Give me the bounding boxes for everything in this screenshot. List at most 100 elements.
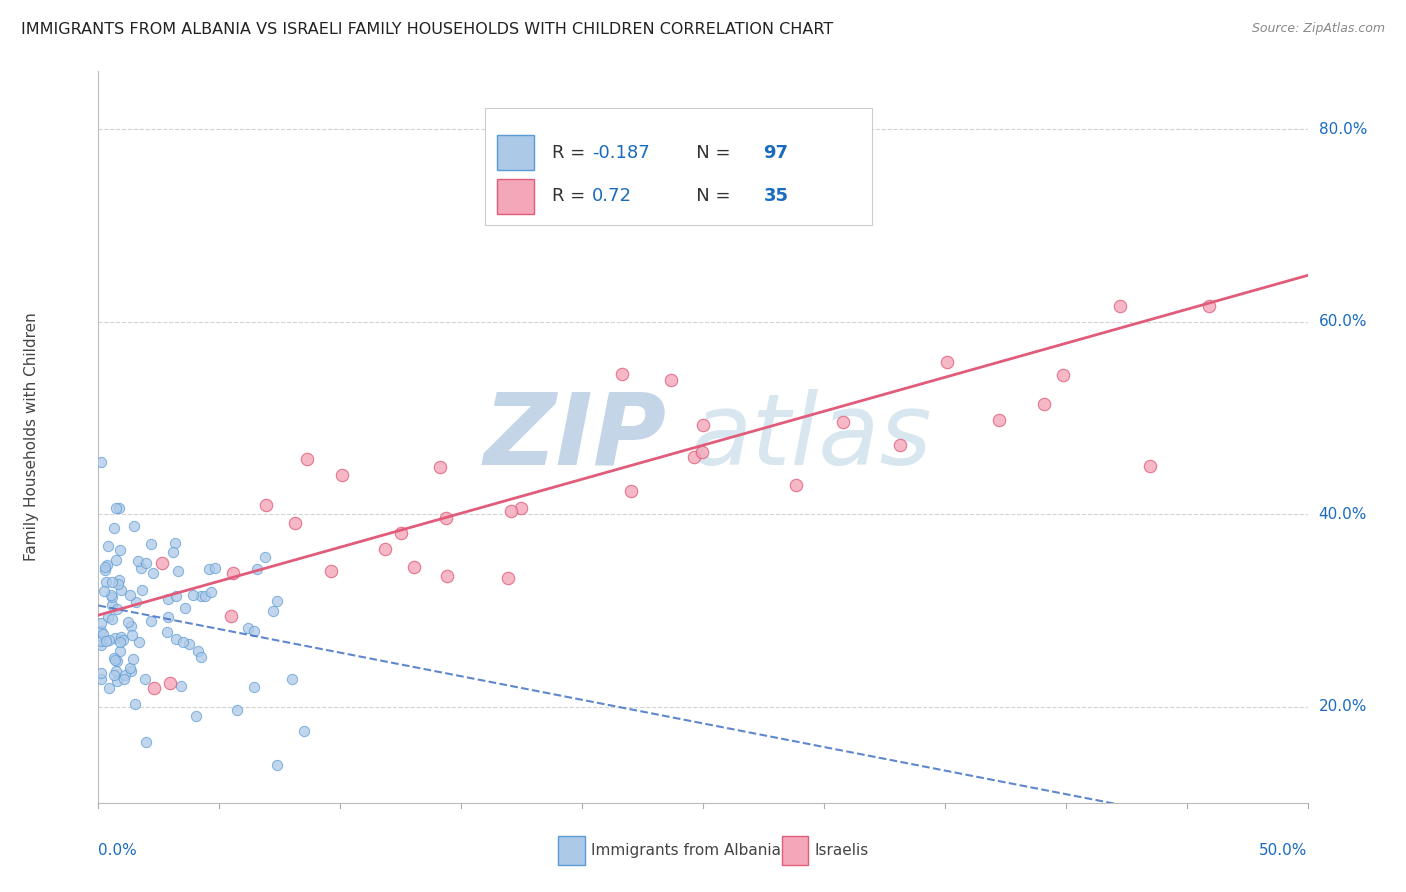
Point — [266, 758, 288, 772]
Point — [266, 594, 288, 608]
Point — [110, 630, 132, 644]
Point — [238, 621, 260, 635]
Point — [98, 681, 121, 695]
Point — [785, 477, 807, 491]
Text: R =: R = — [551, 187, 591, 205]
Point — [97, 610, 120, 624]
Point — [105, 602, 128, 616]
Point — [889, 438, 911, 452]
Text: R =: R = — [551, 144, 591, 161]
Point — [124, 519, 146, 533]
Point — [987, 413, 1010, 427]
Bar — [782, 836, 808, 865]
Point — [90, 638, 112, 652]
Point — [100, 588, 122, 602]
Point — [108, 644, 131, 658]
Point — [246, 562, 269, 576]
Point — [181, 588, 204, 602]
Point — [832, 415, 855, 429]
Point — [100, 590, 122, 604]
Point — [292, 724, 315, 739]
Point — [243, 680, 266, 694]
Text: 60.0%: 60.0% — [1319, 314, 1367, 329]
Point — [177, 637, 200, 651]
Point — [101, 598, 124, 612]
Point — [436, 569, 458, 583]
Point — [692, 418, 714, 433]
Point — [190, 649, 212, 664]
Point — [159, 676, 181, 690]
Point — [103, 651, 125, 665]
Point — [225, 704, 247, 718]
Point — [150, 556, 173, 570]
Point — [112, 633, 135, 648]
Point — [120, 664, 142, 678]
Point — [127, 554, 149, 568]
Point — [105, 654, 128, 668]
Point — [157, 610, 180, 624]
Point — [122, 651, 145, 665]
Point — [1033, 397, 1056, 411]
Point — [163, 536, 186, 550]
Point — [135, 556, 157, 570]
Point — [194, 589, 217, 603]
Point — [90, 615, 112, 630]
Point — [94, 574, 117, 589]
Point — [104, 500, 127, 515]
Text: 35: 35 — [763, 187, 789, 205]
Point — [129, 561, 152, 575]
Point — [1052, 368, 1074, 382]
Point — [190, 590, 212, 604]
Text: 0.72: 0.72 — [592, 187, 631, 205]
Point — [141, 537, 163, 551]
Point — [118, 661, 141, 675]
Point — [101, 575, 124, 590]
Point — [661, 373, 683, 387]
Point — [105, 553, 128, 567]
Point — [434, 510, 457, 524]
Point — [204, 561, 226, 575]
Text: Immigrants from Albania: Immigrants from Albania — [591, 843, 780, 858]
Text: N =: N = — [679, 187, 737, 205]
Text: 50.0%: 50.0% — [1260, 843, 1308, 858]
Point — [94, 559, 117, 574]
Point — [105, 674, 128, 689]
Point — [283, 516, 305, 530]
Point — [98, 633, 121, 648]
Point — [90, 673, 112, 687]
Point — [93, 583, 115, 598]
Point — [107, 501, 129, 516]
Text: ZIP: ZIP — [484, 389, 666, 485]
Point — [319, 565, 342, 579]
Point — [166, 564, 188, 578]
Point — [91, 626, 114, 640]
Point — [114, 672, 136, 686]
Point — [509, 501, 531, 516]
Point — [1109, 299, 1132, 313]
Point — [104, 631, 127, 645]
Text: 0.0%: 0.0% — [98, 843, 138, 858]
Point — [117, 615, 139, 629]
Point — [1198, 299, 1220, 313]
Point — [107, 577, 129, 591]
Text: 97: 97 — [763, 144, 789, 161]
Point — [936, 355, 959, 369]
Point — [1139, 458, 1161, 473]
Point — [612, 367, 634, 381]
Text: Source: ZipAtlas.com: Source: ZipAtlas.com — [1251, 22, 1385, 36]
Point — [134, 672, 156, 686]
Point — [620, 484, 643, 499]
Point — [690, 445, 713, 459]
Point — [90, 624, 112, 638]
Point — [96, 558, 118, 573]
Text: -0.187: -0.187 — [592, 144, 650, 161]
Point — [94, 563, 117, 577]
Point — [501, 504, 523, 518]
Point — [131, 583, 153, 598]
Point — [165, 590, 187, 604]
Point — [281, 673, 304, 687]
Point — [90, 455, 112, 469]
Point — [103, 668, 125, 682]
Text: Israelis: Israelis — [814, 843, 869, 858]
Text: N =: N = — [679, 144, 737, 161]
